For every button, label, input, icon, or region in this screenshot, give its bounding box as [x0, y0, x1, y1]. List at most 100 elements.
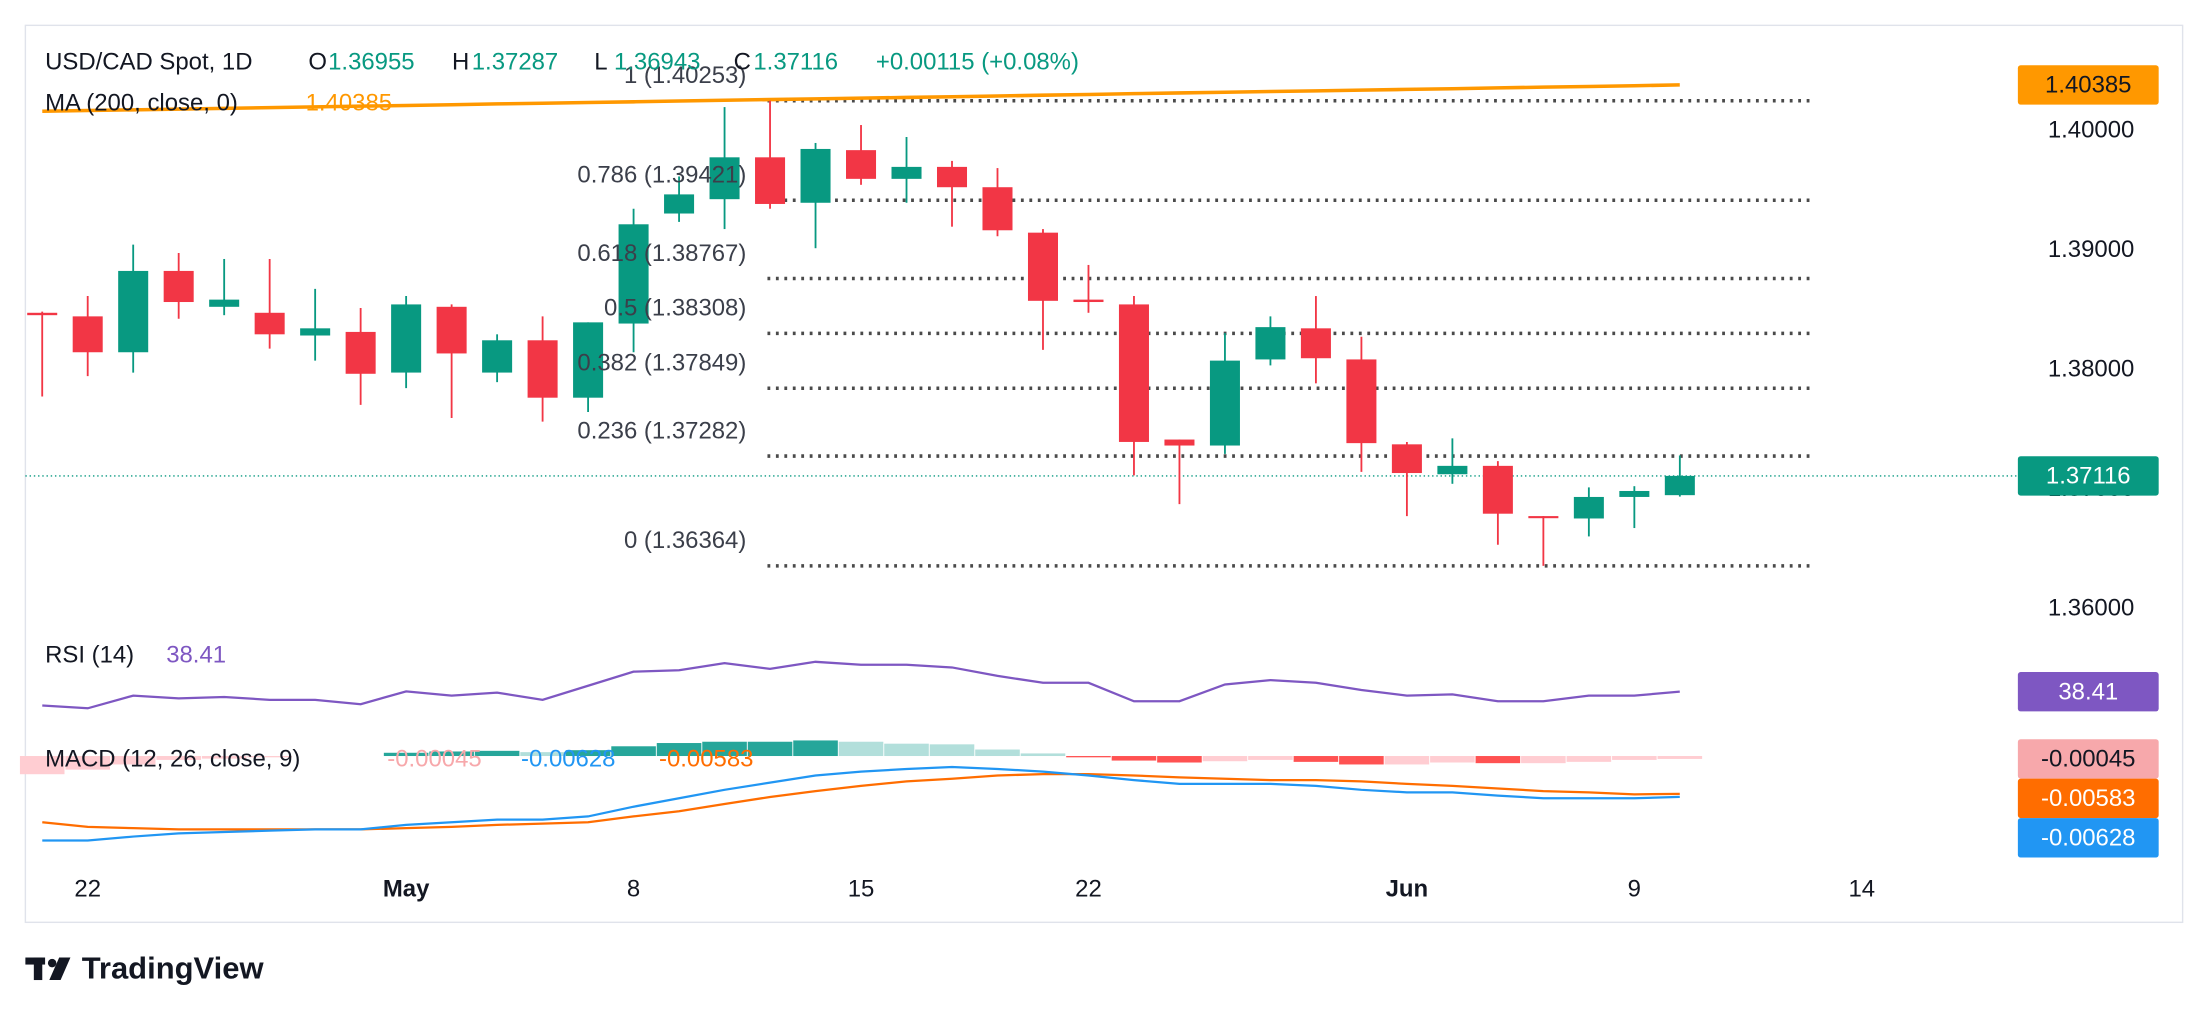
- histogram-bar: [1657, 756, 1703, 759]
- candle-body: [846, 150, 877, 179]
- chart-title: USD/CAD Spot, 1D: [45, 49, 252, 76]
- candle-body: [436, 306, 467, 354]
- candle-body: [755, 157, 786, 204]
- histogram-bar: [565, 750, 611, 757]
- ma-name: MA (200, close, 0): [45, 90, 238, 117]
- histogram-bar: [19, 756, 65, 775]
- fib-label: 0.786 (1.39421): [577, 162, 746, 189]
- candle-body: [1391, 444, 1422, 474]
- rsi-value: 38.41: [166, 642, 226, 669]
- y-tick-label: 1.39000: [2048, 236, 2134, 263]
- candle-body: [209, 299, 240, 307]
- candle-body: [936, 166, 968, 188]
- histogram-bar: [1066, 756, 1111, 758]
- histogram-bar: [1430, 756, 1475, 763]
- x-tick-label: 8: [627, 875, 640, 902]
- x-tick-label: Jun: [1386, 875, 1429, 902]
- candle-body: [1619, 490, 1650, 497]
- fib-label: 0 (1.36364): [624, 527, 746, 554]
- histogram-bar: [702, 741, 747, 757]
- macd-tag: -0.00628: [2041, 825, 2135, 852]
- chart-frame: [24, 24, 2184, 924]
- x-tick-label: 14: [1848, 875, 1875, 902]
- histogram-bar: [884, 743, 929, 757]
- histogram-tag-bg: [2017, 739, 2159, 779]
- candle-body: [618, 224, 649, 324]
- rsi-line: [42, 660, 1680, 710]
- x-tick-label: 22: [1075, 875, 1102, 902]
- candle-body: [1300, 328, 1331, 359]
- histogram-bar: [201, 756, 247, 759]
- histogram-bar: [1293, 756, 1339, 762]
- rsi-tag-bg: [2017, 671, 2159, 712]
- candle-body: [254, 312, 285, 335]
- histogram-bar: [1521, 756, 1566, 764]
- ma-value: 1.40385: [306, 90, 392, 117]
- histogram-bar: [1566, 756, 1612, 762]
- candle-body: [1209, 360, 1240, 446]
- candle-body: [1073, 299, 1104, 303]
- candle-body: [1437, 465, 1468, 475]
- candle-body: [891, 166, 922, 179]
- histogram-bar: [1475, 756, 1521, 764]
- ohlc-value: 1.37116: [753, 49, 838, 76]
- candle-body: [527, 340, 558, 398]
- histogram-bar: [1339, 756, 1384, 765]
- macd-value: -0.00628: [521, 746, 615, 773]
- candle-body: [1664, 475, 1695, 496]
- candle-body: [1346, 359, 1377, 444]
- macd-line: [42, 765, 1680, 842]
- marks-layer: [19, 83, 2017, 842]
- histogram-bar: [1612, 756, 1657, 760]
- macd-title: MACD (12, 26, close, 9): [45, 746, 300, 773]
- ohlc-value: 1.37287: [472, 49, 558, 76]
- candle-body: [982, 187, 1013, 231]
- tv-logo: [25, 957, 71, 981]
- last-price-tag-bg: [2017, 456, 2159, 496]
- ohlc-label: O: [308, 49, 327, 76]
- candle-body: [1118, 304, 1149, 442]
- candle-body: [391, 304, 422, 373]
- histogram-bar: [975, 749, 1020, 757]
- histogram-bar: [929, 744, 975, 757]
- histogram-bar: [110, 756, 156, 765]
- y-tick-label: 1.36000: [2048, 595, 2134, 622]
- histogram-bar: [65, 756, 110, 770]
- ma-price-tag: 1.40385: [2045, 72, 2131, 99]
- ohlc-value: 1.36955: [328, 49, 414, 76]
- histogram-bar: [1157, 756, 1202, 763]
- histogram-bar: [1248, 756, 1293, 760]
- candle-body: [1027, 232, 1058, 301]
- candle-body: [345, 331, 376, 374]
- logo-part: [33, 957, 43, 981]
- histogram-bar: [429, 751, 474, 757]
- x-tick-label: 9: [1628, 875, 1641, 902]
- histogram-bar: [838, 741, 884, 757]
- fib-label: 0.5 (1.38308): [604, 295, 746, 322]
- ohlc-label: L: [594, 49, 607, 76]
- candle-body: [300, 328, 331, 336]
- logo-part: [47, 958, 57, 968]
- labels-layer: 22 May 8 15 22 Jun 9 14 1.40000 1.39000 1.38000 1.3…: [45, 49, 2134, 903]
- x-tick-label: 22: [74, 875, 101, 902]
- candle-body: [27, 312, 58, 316]
- fib-label: 0.236 (1.37282): [577, 417, 746, 444]
- macd-tag-bg: [2017, 818, 2159, 858]
- candle-body: [482, 340, 513, 373]
- candle-body: [1573, 496, 1604, 519]
- candle-body: [1528, 516, 1559, 519]
- fib-label: 0.382 (1.37849): [577, 350, 746, 377]
- histogram-bar: [520, 752, 565, 757]
- candle-body: [664, 194, 695, 214]
- fib-label: 1 (1.40253): [624, 62, 746, 89]
- x-tick-label: 15: [848, 875, 875, 902]
- change-value: +0.00115 (+0.08%): [876, 49, 1079, 76]
- signal-value: -0.00583: [659, 746, 753, 773]
- last-price-tag: 1.37116: [2046, 463, 2131, 490]
- fib-label: 0.618 (1.38767): [577, 240, 746, 267]
- candle-body: [118, 270, 149, 353]
- rsi-tag: 38.41: [2058, 678, 2118, 705]
- ohlc-label: C: [734, 49, 751, 76]
